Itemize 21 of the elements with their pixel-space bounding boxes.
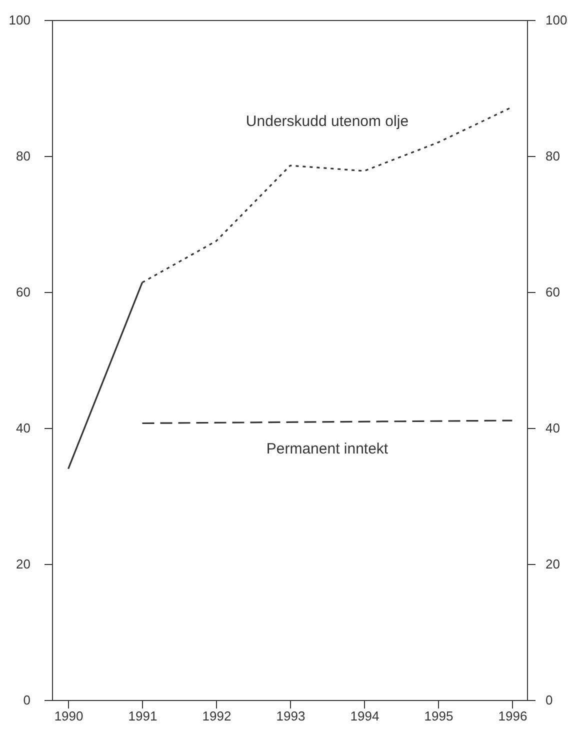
y-tick-label: 40 [16, 420, 30, 436]
x-tick-label: 1991 [128, 708, 158, 724]
y2-tick-label: 100 [546, 12, 568, 28]
x-tick-label: 1993 [276, 708, 306, 724]
y-tick-label: 100 [8, 12, 30, 28]
series-label: Permanent inntekt [266, 440, 389, 458]
y2-tick-label: 80 [546, 148, 560, 164]
y2-tick-label: 0 [546, 692, 553, 708]
y-tick-label: 80 [16, 148, 30, 164]
x-tick-label: 1992 [202, 708, 232, 724]
x-tick-label: 1995 [424, 708, 454, 724]
y2-tick-label: 40 [546, 420, 560, 436]
x-tick-label: 1996 [498, 708, 528, 724]
y2-tick-label: 20 [546, 556, 560, 572]
x-tick-label: 1994 [350, 708, 380, 724]
y2-tick-label: 60 [546, 284, 560, 300]
y-tick-label: 60 [16, 284, 30, 300]
y-tick-label: 0 [23, 692, 30, 708]
x-tick-label: 1990 [54, 708, 84, 724]
series-label: Underskudd utenom olje [246, 112, 409, 130]
y-tick-label: 20 [16, 556, 30, 572]
